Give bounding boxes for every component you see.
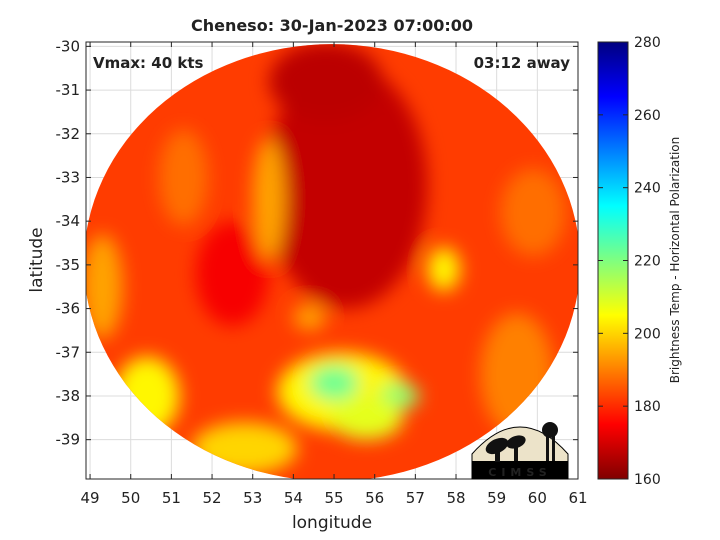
- swath-feature: [309, 365, 359, 401]
- x-tick-label: 60: [528, 489, 547, 507]
- x-tick-label: 56: [365, 489, 384, 507]
- y-axis-ticks: -30 -31 -32 -33 -34 -35 -36 -37 -38 -39: [56, 37, 578, 449]
- x-tick-label: 54: [284, 489, 303, 507]
- swath-feature: [329, 395, 404, 440]
- swath-features: [86, 44, 566, 475]
- y-tick-label: -38: [56, 387, 81, 405]
- x-tick-label: 58: [446, 489, 465, 507]
- cimss-logo-text: CIMSS: [488, 466, 551, 479]
- colorbar-tick-label: 200: [634, 326, 661, 342]
- x-tick-label: 55: [324, 489, 343, 507]
- x-tick-label: 52: [203, 489, 222, 507]
- swath-feature: [195, 221, 269, 327]
- chart-title: Cheneso: 30-Jan-2023 07:00:00: [191, 16, 473, 35]
- y-tick-label: -32: [56, 125, 81, 143]
- time-away-annotation: 03:12 away: [474, 54, 571, 72]
- colorbar-tick-label: 240: [634, 181, 661, 197]
- y-tick-label: -37: [56, 343, 81, 361]
- y-tick-label: -35: [56, 256, 81, 274]
- y-axis-label: latitude: [27, 227, 47, 292]
- swath-feature: [293, 304, 326, 331]
- vmax-annotation: Vmax: 40 kts: [93, 54, 203, 72]
- swath-feature: [427, 247, 461, 292]
- swath-image: [86, 44, 578, 479]
- x-tick-label: 53: [243, 489, 262, 507]
- x-tick-label: 59: [487, 489, 506, 507]
- x-axis-label: longitude: [292, 513, 372, 533]
- swath-feature: [268, 44, 383, 121]
- x-tick-label: 61: [568, 489, 587, 507]
- swath-feature: [252, 138, 286, 261]
- x-tick-label: 51: [162, 489, 181, 507]
- colorbar-tick-label: 280: [634, 35, 661, 51]
- colorbar-tick-label: 260: [634, 108, 661, 124]
- y-tick-label: -33: [56, 168, 81, 186]
- y-tick-label: -34: [56, 212, 81, 230]
- y-tick-label: -36: [56, 300, 81, 318]
- colorbar-tick-label: 160: [634, 472, 661, 488]
- swath-feature: [264, 63, 428, 309]
- y-tick-label: -31: [56, 81, 81, 99]
- y-tick-label: -30: [56, 37, 81, 55]
- plot-frame: [85, 41, 579, 480]
- colorbar-tick-label: 220: [634, 254, 661, 270]
- colorbar-ticks: 160 180 200 220 240 260 280: [598, 35, 661, 488]
- colorbar-tick-label: 180: [634, 399, 661, 415]
- x-tick-label: 57: [406, 489, 425, 507]
- swath-feature: [500, 168, 566, 257]
- cimss-logo: CIMSS: [471, 422, 569, 480]
- colorbar-label: Brightness Temp - Horizontal Polarizatio…: [668, 137, 682, 384]
- swath-feature: [159, 129, 208, 226]
- y-tick-label: -39: [56, 431, 81, 449]
- swath-feature: [86, 234, 123, 340]
- x-axis-ticks: 49 50 51 52 53 54 55 56 57 58 59 60 61: [81, 42, 588, 507]
- x-tick-label: 49: [81, 489, 100, 507]
- x-tick-label: 50: [121, 489, 140, 507]
